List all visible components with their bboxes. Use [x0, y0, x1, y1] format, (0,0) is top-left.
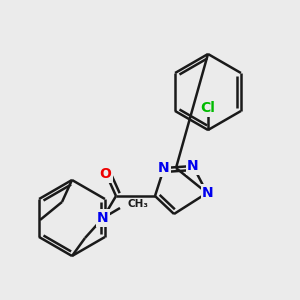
Text: N: N [97, 211, 109, 225]
Text: N: N [187, 159, 199, 173]
Text: O: O [99, 167, 111, 181]
Text: N: N [202, 186, 214, 200]
Text: CH₃: CH₃ [128, 199, 149, 209]
Text: Cl: Cl [201, 101, 215, 115]
Text: N: N [158, 161, 170, 175]
